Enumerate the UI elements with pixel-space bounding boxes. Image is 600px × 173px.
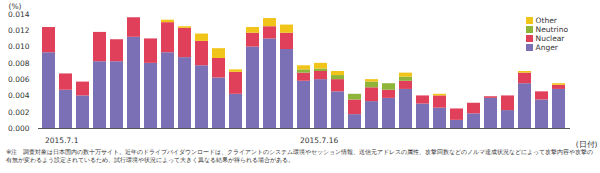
html-text:Anger: Anger — [535, 43, 558, 52]
svg-text:0.000: 0.000 — [8, 124, 30, 133]
svg-text:2015.7.16: 2015.7.16 — [300, 136, 338, 145]
svg-text:0.004: 0.004 — [8, 91, 30, 100]
svg-text:(日付): (日付) — [576, 140, 598, 149]
svg-text:0.008: 0.008 — [8, 59, 30, 68]
svg-text:0.010: 0.010 — [8, 42, 30, 51]
svg-text:0.006: 0.006 — [8, 75, 30, 84]
html-text:※注 調査対象は日本国内の数十万サイト。近年のドライブバイダ: ※注 調査対象は日本国内の数十万サイト。近年のドライブバイダウンロードは、クライ… — [6, 148, 594, 164]
html-text:Other: Other — [535, 16, 557, 25]
svg-text:(%): (%) — [9, 2, 22, 11]
html-text:Nuclear: Nuclear — [535, 34, 565, 43]
html-text:Neutrino: Neutrino — [535, 25, 568, 34]
svg-text:0.012: 0.012 — [8, 26, 30, 35]
svg-text:0.002: 0.002 — [8, 108, 30, 117]
svg-text:0.014: 0.014 — [8, 10, 30, 19]
svg-text:2015.7.1: 2015.7.1 — [45, 136, 79, 145]
